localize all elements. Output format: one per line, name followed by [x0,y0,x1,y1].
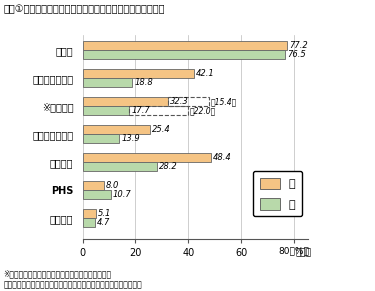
Bar [82,125,150,134]
Bar [82,210,96,219]
Text: 13.9: 13.9 [122,134,140,143]
Text: 4.7: 4.7 [97,219,110,228]
Text: 8.0: 8.0 [106,182,119,190]
Text: 図表①　個人における情報機器の保有・利用状況（男女別）: 図表① 個人における情報機器の保有・利用状況（男女別） [4,4,165,14]
Text: 76.5: 76.5 [287,50,306,59]
Bar [82,219,95,227]
Text: 5.1: 5.1 [98,210,111,219]
Bar [129,107,188,115]
Text: 80（%）: 80（%） [279,246,310,255]
Text: 17.7: 17.7 [132,106,150,115]
Bar [82,190,111,199]
Bar [82,182,104,190]
Bar [82,69,194,78]
Text: ／％）: ／％） [296,248,312,257]
Text: 42.1: 42.1 [196,69,215,78]
Text: 48.4: 48.4 [213,153,231,162]
Text: 77.2: 77.2 [289,41,308,50]
Legend: 男, 女: 男, 女 [253,171,302,217]
Text: 32.3: 32.3 [170,97,189,107]
Bar [82,107,129,115]
Bar [82,153,211,162]
Bar [82,97,168,107]
Text: 18.8: 18.8 [134,78,153,87]
Text: （15.4）: （15.4） [211,97,237,107]
Bar [168,97,209,107]
Bar [82,50,285,59]
Text: （22.0）: （22.0） [190,106,216,115]
Text: 25.4: 25.4 [152,125,171,134]
Text: 点線グラフは「自宅にパソコンがあるが使っていない」割合。: 点線グラフは「自宅にパソコンがあるが使っていない」割合。 [4,281,142,290]
Text: 28.2: 28.2 [159,162,178,171]
Bar [82,162,157,171]
Bar [82,78,132,87]
Text: ※　実線グラフは「自宅でパソコンを使う」割合。: ※ 実線グラフは「自宅でパソコンを使う」割合。 [4,269,112,278]
Text: 10.7: 10.7 [113,190,132,199]
Bar [82,134,119,143]
Bar [82,41,287,50]
